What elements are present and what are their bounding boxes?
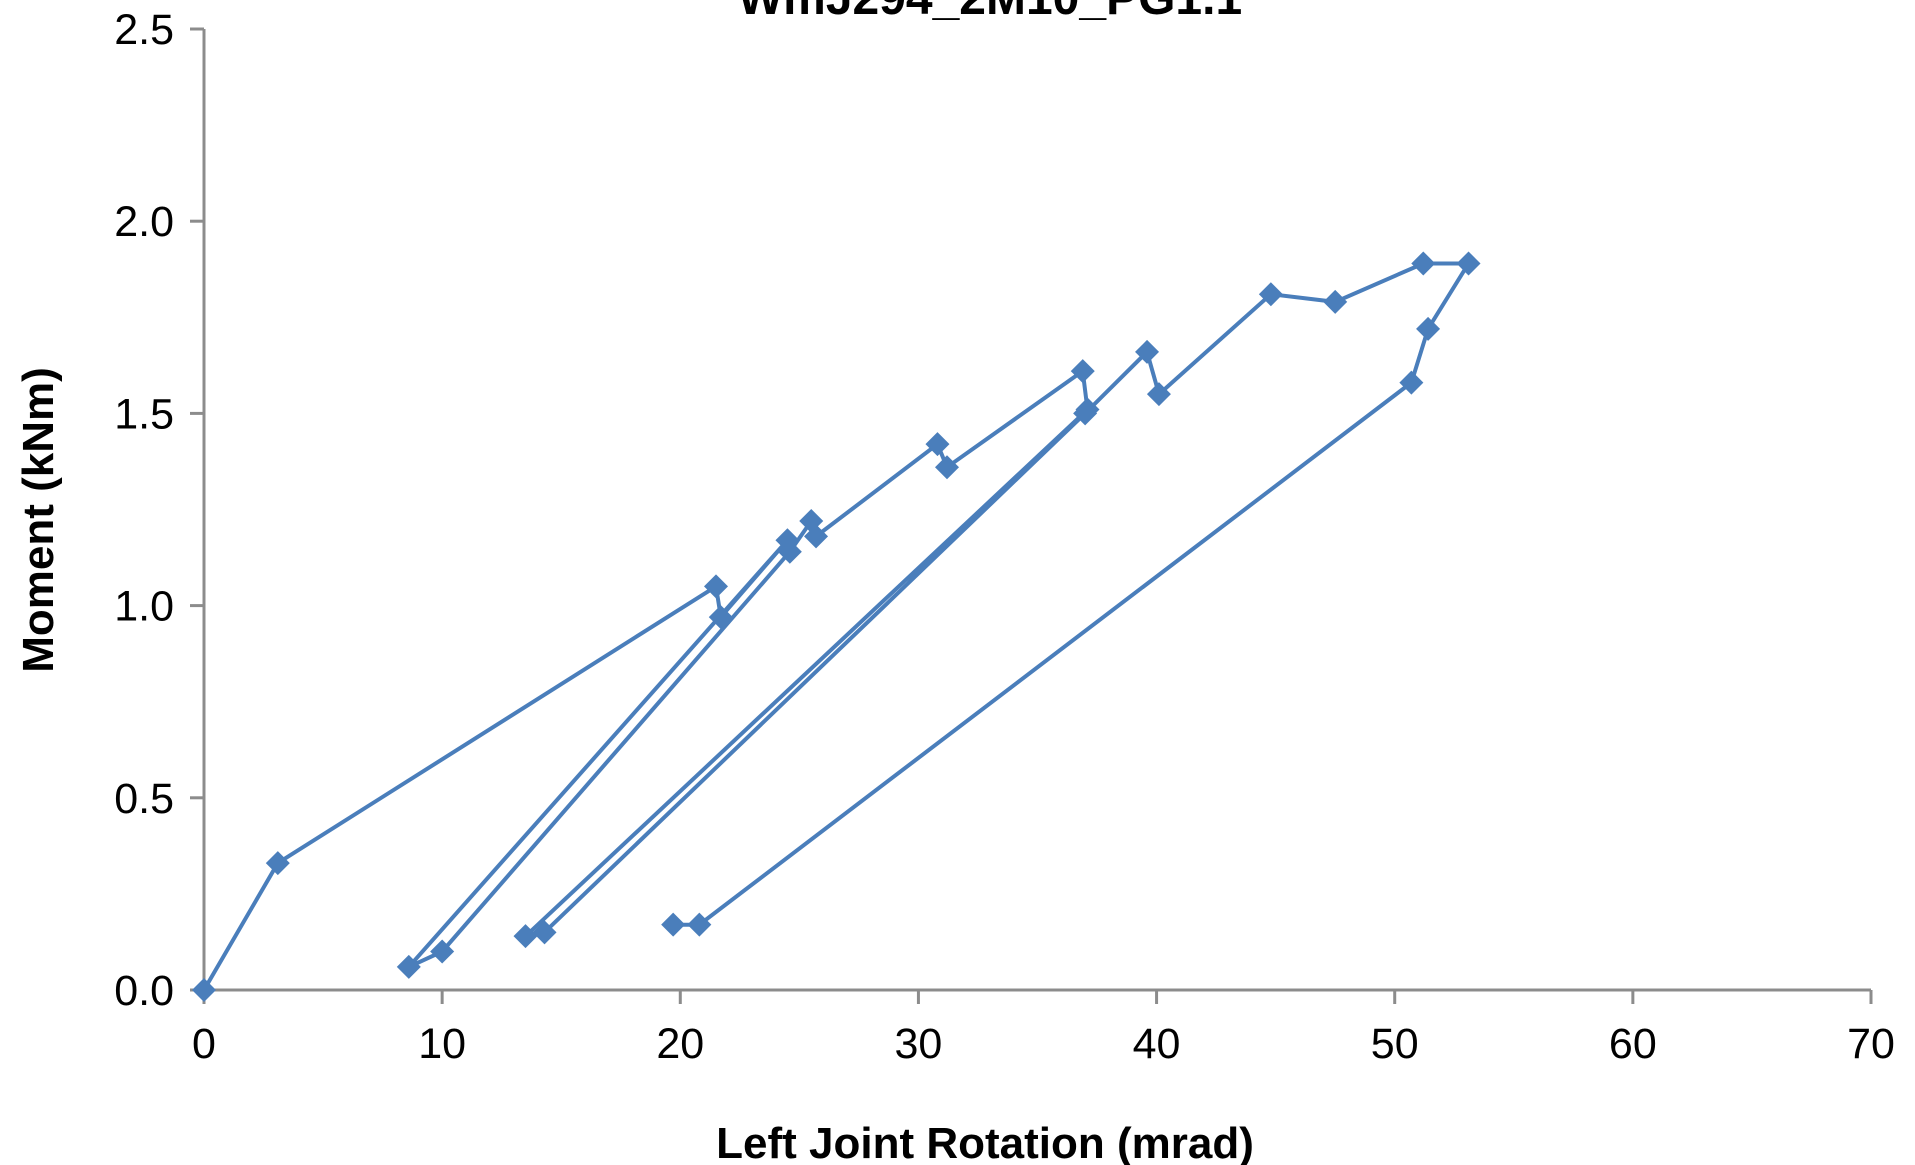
x-tick-label: 30 (895, 1020, 943, 1068)
data-point (532, 920, 557, 945)
data-point (804, 524, 829, 549)
x-tick-label: 0 (192, 1020, 216, 1068)
data-point (1399, 370, 1424, 395)
data-point (708, 605, 733, 630)
data-point (1135, 339, 1160, 364)
data-point (687, 912, 712, 937)
y-tick-label: 1.0 (114, 583, 174, 631)
data-point (704, 574, 729, 599)
data-point (935, 455, 960, 480)
y-tick-label: 2.5 (114, 6, 174, 54)
x-axis-ticks: 0 10 20 30 40 50 60 70 (192, 990, 1895, 1068)
x-tick-label: 70 (1847, 1020, 1895, 1068)
y-axis-title: Moment (kNm) (14, 367, 63, 673)
x-axis-title: Left Joint Rotation (mrad) (716, 1119, 1254, 1165)
axes (202, 29, 1871, 992)
data-point (1411, 251, 1436, 276)
data-point (192, 978, 216, 1002)
x-tick-label: 10 (418, 1020, 466, 1068)
chart-title: WmJ294_2M10_PG1.1 (738, 0, 1242, 25)
data-point (1323, 289, 1348, 314)
series-line (202, 261, 1473, 992)
y-tick-label: 1.5 (114, 390, 174, 438)
x-tick-label: 40 (1133, 1020, 1181, 1068)
x-tick-label: 60 (1609, 1020, 1657, 1068)
y-tick-label: 2.0 (114, 198, 174, 246)
x-tick-label: 20 (656, 1020, 704, 1068)
data-point (1070, 359, 1095, 384)
y-axis-ticks: 0.0 0.5 1.0 1.5 2.0 2.5 (114, 6, 204, 1015)
data-point (1073, 401, 1098, 426)
data-point (925, 432, 950, 457)
data-point (661, 912, 686, 937)
y-tick-label: 0.5 (114, 775, 174, 823)
x-tick-label: 50 (1371, 1020, 1419, 1068)
data-point (430, 939, 455, 964)
data-point (396, 954, 421, 979)
data-point (1416, 316, 1441, 341)
data-point (513, 924, 538, 949)
y-tick-label: 0.0 (114, 967, 174, 1015)
data-point (1146, 382, 1171, 407)
data-point (1258, 282, 1283, 307)
data-point (777, 539, 802, 564)
data-point (1456, 251, 1481, 276)
data-point (265, 851, 290, 876)
series-markers (192, 251, 1481, 1002)
